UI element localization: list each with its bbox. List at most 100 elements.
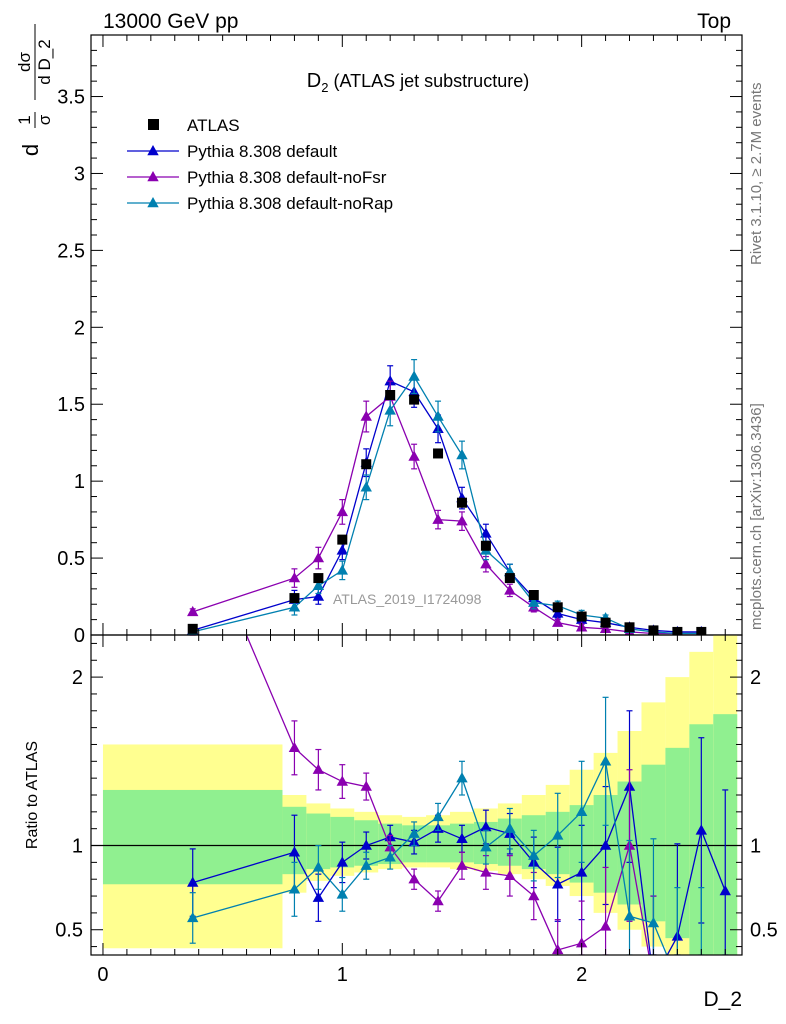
x-axis-label: D_2 [703,988,742,1011]
ratio-y-tick-label-right: 0.5 [750,920,778,942]
data-point [504,573,515,584]
data-point [360,859,372,870]
data-point [456,832,468,843]
data-point [696,974,707,984]
x-tick-label: 0 [97,964,108,986]
data-point [312,590,325,601]
data-point [695,824,708,835]
data-point [187,623,198,634]
y-tick-label: 2.5 [57,240,85,262]
data-point [719,885,731,896]
ratio-y-tick-label: 2 [72,667,83,689]
data-point [336,888,349,899]
x-tick-label: 2 [576,964,587,986]
data-point [312,891,325,902]
data-point [624,622,635,633]
data-point [480,821,492,832]
data-point [288,883,301,894]
y-tick-label: 1 [74,471,85,493]
stat-uncertainty-band [426,825,451,863]
legend-label: Pythia 8.308 default-noRap [187,194,393,213]
header-right: Top [697,10,731,33]
rivet-label: Rivet 3.1.10, ≥ 2.7M events [748,83,765,266]
data-point [576,611,587,622]
data-point [480,527,492,538]
legend-label: Pythia 8.308 default [187,142,338,161]
data-point [575,866,588,877]
title-subscript: 2 [321,80,328,95]
y-label-dsigma: dσ [15,52,34,72]
y-tick-label: 1.5 [57,394,85,416]
data-point [672,974,683,984]
data-point [623,910,636,921]
data-point [648,974,659,984]
data-point [312,552,325,563]
data-point [336,505,349,517]
data-point [408,827,420,838]
data-point [504,584,516,595]
ratio-y-tick-label-right: 2 [750,667,761,689]
data-point [456,859,468,870]
data-point [288,572,301,583]
data-point [552,878,564,889]
data-point [480,866,492,877]
atlas-data-points [187,390,707,635]
data-point [552,607,564,618]
data-point [433,448,444,459]
data-point [409,394,420,405]
data-point [480,841,492,852]
data-point [336,564,349,575]
chart-title: D2 (ATLAS jet substructure) [307,70,529,95]
data-point [384,375,396,386]
data-point [456,772,468,783]
ratio-y-tick-label: 1 [72,836,83,858]
y-tick-label: 3.5 [57,87,85,109]
ratio-y-tick-label-right: 1 [750,836,761,858]
header-left: 13000 GeV pp [103,10,238,33]
legend-label: Pythia 8.308 default-noFsr [187,168,387,187]
x-tick-label: 1 [337,964,348,986]
title-rest: (ATLAS jet substructure) [328,71,529,91]
uncertainty-bands [102,635,738,955]
stat-uncertainty-band [306,813,331,870]
data-point [432,810,444,822]
data-point [456,515,468,526]
data-point [384,851,396,862]
data-point [480,558,492,569]
data-point [288,601,301,612]
data-point [599,839,612,850]
data-point [336,856,349,867]
y-label-d: d [18,144,43,156]
legend-marker [147,171,159,182]
data-point [456,449,468,460]
data-point [384,404,396,415]
data-point [599,920,612,931]
data-point [408,370,420,381]
y-axis-label: d 1 σ dσ d D_2 [15,24,54,156]
data-point [360,410,372,421]
data-point [599,622,612,634]
data-point [552,829,564,840]
data-point [528,590,539,600]
y-label-dd2: d D_2 [35,39,54,84]
data-point [480,540,491,551]
data-point [575,937,588,948]
data-point [648,974,659,984]
y-tick-label: 0.5 [57,548,85,570]
y-tick-label: 2 [74,317,85,339]
y-tick-label: 0 [74,625,85,647]
legend-marker [147,145,159,156]
y-label-sigma: σ [35,114,54,125]
data-point [360,481,372,492]
data-point [312,579,325,590]
data-point [600,617,611,628]
lower-axes: 0 1 2 0.5 0.5 1 1 2 2 D_2 Ratio to ATLAS [24,635,778,1011]
data-point [552,602,563,613]
legend-marker [147,197,159,208]
data-point [528,849,540,860]
data-point [432,895,444,906]
data-point [336,775,349,786]
data-point [599,755,612,766]
data-point [187,503,198,513]
analysis-label: ATLAS_2019_I1724098 [333,591,482,607]
